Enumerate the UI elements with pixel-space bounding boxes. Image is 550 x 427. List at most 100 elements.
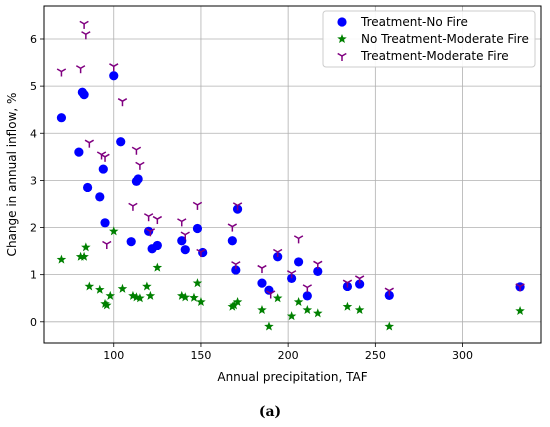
no-treatment-moderate-fire-point — [75, 251, 86, 261]
no-treatment-moderate-fire-point — [192, 278, 203, 288]
legend: Treatment-No Fire No Treatment-Moderate F… — [322, 10, 536, 68]
no-treatment-moderate-fire-point — [79, 251, 89, 261]
legend-marker-tri_down — [337, 52, 347, 61]
treatment-moderate-fire-point — [273, 248, 283, 258]
no-treatment-moderate-fire-point — [302, 305, 313, 315]
treatment-no-fire-point — [82, 182, 93, 193]
treatment-no-fire-point — [231, 265, 241, 275]
no-treatment-moderate-fire-point — [109, 226, 119, 236]
treatment-moderate-fire-point — [128, 202, 138, 211]
treatment-moderate-fire-point — [266, 290, 276, 299]
y-tick-label: 6 — [30, 33, 37, 46]
treatment-no-fire-point — [126, 237, 136, 247]
no-treatment-moderate-fire-point — [135, 293, 145, 303]
treatment-moderate-fire-point — [75, 65, 86, 74]
grid — [44, 6, 541, 343]
legend-marker-star — [337, 34, 347, 44]
y-tick-label: 0 — [30, 316, 37, 329]
treatment-no-fire-point — [79, 90, 89, 100]
treatment-moderate-fire-point — [143, 213, 154, 222]
treatment-moderate-fire-point — [100, 153, 110, 162]
treatment-moderate-fire-point — [515, 283, 525, 292]
treatment-moderate-fire-point — [293, 235, 304, 244]
legend-marker-circle — [337, 17, 347, 27]
no-treatment-moderate-fire-point — [100, 298, 110, 308]
no-treatment-moderate-fire-point — [342, 301, 353, 311]
treatment-moderate-fire-point — [232, 202, 243, 211]
no-treatment-moderate-fire-point — [384, 321, 395, 331]
no-treatment-moderate-fire-point — [81, 242, 91, 252]
treatment-moderate-fire-point — [117, 98, 128, 107]
no-treatment-moderate-fire-point — [128, 290, 138, 300]
y-tick-label: 4 — [30, 127, 37, 140]
treatment-moderate-fire-point — [196, 248, 206, 258]
treatment-moderate-fire-point — [152, 215, 163, 225]
treatment-moderate-fire-point — [192, 201, 203, 210]
no-treatment-moderate-fire-point — [152, 262, 163, 272]
no-treatment-moderate-fire-point — [232, 296, 243, 307]
legend-label: No Treatment-Moderate Fire — [361, 32, 529, 46]
no-treatment-moderate-fire-point — [313, 308, 323, 318]
treatment-no-fire-point — [192, 223, 203, 234]
treatment-moderate-fire-point — [56, 68, 67, 77]
treatment-no-fire-point — [302, 291, 312, 301]
no-treatment-moderate-fire-point — [102, 300, 112, 310]
treatment-no-fire-point — [56, 113, 67, 123]
treatment-no-fire-point — [152, 240, 162, 251]
legend-label: Treatment-Moderate Fire — [360, 49, 509, 63]
no-treatment-moderate-fire-point — [142, 281, 152, 291]
no-treatment-moderate-fire-point — [272, 293, 283, 303]
treatment-no-fire-point — [133, 174, 143, 184]
no-treatment-moderate-fire-point — [117, 283, 128, 293]
treatment-no-fire-point — [313, 266, 323, 276]
y-tick-label: 3 — [30, 174, 37, 187]
treatment-moderate-fire-point — [131, 146, 142, 155]
no-treatment-moderate-fire-point — [95, 284, 105, 294]
treatment-moderate-fire-point — [384, 287, 394, 296]
figure-caption: (a) — [259, 404, 281, 420]
treatment-moderate-fire-point — [102, 240, 112, 250]
treatment-moderate-fire-point — [354, 275, 365, 284]
treatment-no-fire-point — [355, 279, 365, 289]
no-treatment-moderate-fire-point — [293, 296, 304, 307]
treatment-no-fire-point — [100, 218, 110, 228]
no-treatment-moderate-fire-point — [145, 290, 156, 300]
y-axis-label: Change in annual inflow, % — [5, 93, 19, 257]
legend-item: No Treatment-Moderate Fire — [337, 32, 529, 46]
legend-item: Treatment-No Fire — [337, 15, 468, 29]
treatment-no-fire-point — [74, 147, 84, 157]
x-tick-label: 300 — [452, 349, 473, 362]
treatment-no-fire-point — [177, 236, 187, 246]
no-treatment-moderate-fire-point — [286, 311, 297, 321]
axis-ticks: 100 150 200 250 300 0 1 2 3 4 5 6 — [30, 33, 473, 362]
treatment-moderate-fire-point — [135, 161, 145, 170]
treatment-moderate-fire-point — [227, 223, 238, 232]
no-treatment-moderate-fire-point — [177, 290, 187, 300]
treatment-no-fire-point — [227, 236, 237, 246]
no-treatment-moderate-fire-point — [515, 305, 525, 315]
treatment-moderate-fire-point — [231, 261, 241, 270]
treatment-no-fire-point — [98, 164, 108, 174]
treatment-no-fire-point — [198, 247, 208, 258]
y-tick-label: 5 — [30, 80, 37, 93]
treatment-no-fire-point — [109, 71, 119, 81]
treatment-moderate-fire-point — [313, 260, 323, 269]
x-tick-label: 250 — [365, 349, 386, 362]
no-treatment-moderate-fire-point — [56, 254, 67, 264]
x-tick-label: 150 — [190, 349, 211, 362]
legend-item: Treatment-Moderate Fire — [337, 49, 509, 63]
treatment-no-fire-point — [257, 278, 267, 288]
treatment-moderate-fire-point — [177, 218, 187, 227]
no-treatment-moderate-fire-point — [180, 292, 191, 302]
treatment-no-fire-point — [95, 192, 105, 202]
data-points — [56, 20, 525, 331]
no-treatment-moderate-fire-point — [84, 281, 95, 291]
treatment-no-fire-point — [294, 257, 304, 267]
series-circle — [56, 71, 525, 301]
x-tick-label: 200 — [278, 349, 299, 362]
series-tri_down — [56, 20, 525, 299]
treatment-moderate-fire-point — [145, 228, 156, 237]
treatment-moderate-fire-point — [180, 231, 190, 240]
legend-label: Treatment-No Fire — [360, 15, 468, 29]
